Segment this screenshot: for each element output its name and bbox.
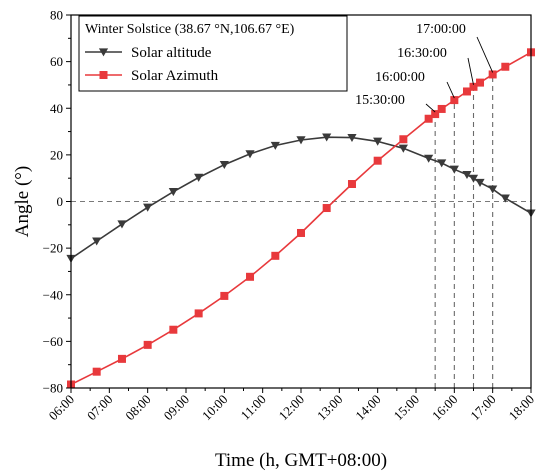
data-point-solar-altitude — [143, 203, 153, 212]
legend-marker-solar-altitude — [98, 48, 109, 57]
data-point-solar-altitude — [168, 188, 178, 197]
y-axis-title: Angle (°) — [12, 166, 33, 237]
y-tick-label: −20 — [43, 241, 63, 256]
series-line-solar-azimuth — [70, 51, 532, 386]
annotation-leader-line — [446, 81, 455, 99]
data-point-solar-altitude — [92, 237, 102, 246]
series-solar-azimuth — [67, 48, 535, 389]
legend: Winter Solstice (38.67 °N,106.67 °E) Sol… — [78, 15, 348, 92]
data-point-solar-altitude — [475, 178, 485, 187]
data-point-solar-azimuth — [476, 78, 485, 87]
data-point-solar-azimuth — [501, 62, 510, 71]
data-point-solar-altitude — [488, 185, 498, 194]
data-point-solar-azimuth — [297, 228, 305, 237]
x-axis-title: Time (h, GMT+08:00) — [215, 450, 387, 471]
legend-box — [78, 15, 348, 92]
x-tick-label: 08:00 — [122, 392, 154, 424]
x-tick-label: 09:00 — [161, 392, 193, 424]
data-point-solar-altitude — [270, 141, 280, 150]
x-tick-label: 15:00 — [391, 392, 423, 424]
x-tick-label: 17:00 — [467, 392, 499, 424]
data-point-solar-altitude — [117, 220, 127, 229]
data-point-solar-altitude — [194, 173, 204, 182]
y-tick-label: 40 — [50, 101, 63, 116]
legend-marker-solar-azimuth — [99, 71, 108, 79]
data-point-solar-azimuth — [373, 156, 382, 165]
x-tick-label: 06:00 — [46, 392, 78, 424]
annotation-label: 16:00:00 — [375, 70, 425, 85]
x-tick-label: 13:00 — [314, 392, 346, 424]
data-point-solar-altitude — [296, 136, 306, 145]
reference-lines — [71, 74, 531, 388]
data-point-solar-azimuth — [117, 354, 126, 363]
y-tick-label: 20 — [50, 147, 63, 162]
annotation-leader-line — [467, 57, 474, 85]
data-point-solar-altitude — [322, 133, 332, 142]
data-point-solar-azimuth — [424, 114, 433, 123]
data-point-solar-azimuth — [431, 110, 440, 119]
data-point-solar-azimuth — [246, 272, 255, 281]
data-point-solar-azimuth — [271, 251, 280, 260]
x-tick-label: 12:00 — [276, 392, 308, 424]
legend-label-solar-altitude: Solar altitude — [131, 45, 212, 61]
series-solar-altitude — [66, 133, 536, 263]
x-tick-label: 18:00 — [506, 392, 538, 424]
annotation-label: 16:30:00 — [397, 46, 447, 61]
annotation-label: 15:30:00 — [355, 93, 405, 108]
data-point-solar-altitude — [449, 165, 459, 174]
data-point-solar-azimuth — [322, 204, 331, 213]
annotation-leader-line — [476, 36, 494, 73]
data-point-solar-altitude — [468, 174, 479, 183]
annotation-label: 17:00:00 — [416, 22, 466, 37]
x-tick-label: 16:00 — [429, 392, 461, 424]
data-point-solar-azimuth — [347, 180, 356, 189]
legend-title: Winter Solstice (38.67 °N,106.67 °E) — [85, 22, 295, 37]
x-tick-label: 14:00 — [352, 392, 384, 424]
y-tick-label: 0 — [57, 194, 64, 209]
data-point-solar-azimuth — [169, 325, 178, 334]
x-tick-label: 10:00 — [199, 392, 231, 424]
data-point-solar-azimuth — [220, 291, 229, 300]
data-point-solar-azimuth — [437, 104, 446, 113]
data-point-solar-altitude — [219, 160, 229, 170]
data-point-solar-altitude — [437, 159, 447, 168]
data-point-solar-altitude — [373, 137, 383, 146]
data-point-solar-azimuth — [92, 367, 101, 376]
y-tick-label: 60 — [50, 54, 63, 69]
data-point-solar-altitude — [500, 194, 510, 203]
time-annotations: 15:30:00 16:00:00 16:30:00 17:00:00 — [355, 22, 494, 113]
legend-label-solar-azimuth: Solar Azimuth — [131, 68, 219, 84]
y-tick-label: −60 — [43, 334, 63, 349]
data-point-solar-altitude — [398, 144, 408, 153]
data-point-solar-azimuth — [143, 340, 152, 349]
data-point-solar-azimuth — [450, 96, 459, 105]
series-layer — [66, 48, 536, 389]
data-point-solar-azimuth — [399, 135, 408, 144]
y-tick-label: −80 — [43, 381, 63, 396]
annotation-leader-line — [425, 103, 436, 113]
series-line-solar-altitude — [70, 136, 532, 260]
data-point-solar-altitude — [245, 150, 255, 159]
data-point-solar-altitude — [424, 154, 434, 163]
data-point-solar-azimuth — [469, 82, 478, 91]
x-tick-label: 11:00 — [238, 392, 269, 423]
y-tick-label: −40 — [43, 287, 63, 302]
data-point-solar-azimuth — [462, 87, 471, 96]
x-tick-label: 07:00 — [84, 392, 116, 424]
data-point-solar-altitude — [462, 171, 472, 180]
data-point-solar-azimuth — [194, 309, 203, 318]
y-tick-label: 80 — [50, 8, 63, 23]
data-point-solar-altitude — [347, 133, 357, 142]
data-point-solar-azimuth — [488, 70, 497, 79]
